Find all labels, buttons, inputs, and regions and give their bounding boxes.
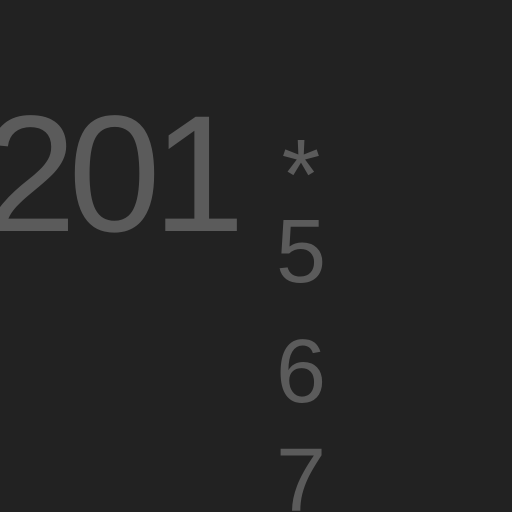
year-prefix: 201 (0, 82, 245, 267)
digit-option-5[interactable]: 5 (275, 202, 327, 302)
digit-option-6[interactable]: 6 (275, 322, 327, 422)
digit-option-7[interactable]: 7 (275, 431, 327, 512)
wildcard-digit[interactable]: * (281, 119, 321, 231)
